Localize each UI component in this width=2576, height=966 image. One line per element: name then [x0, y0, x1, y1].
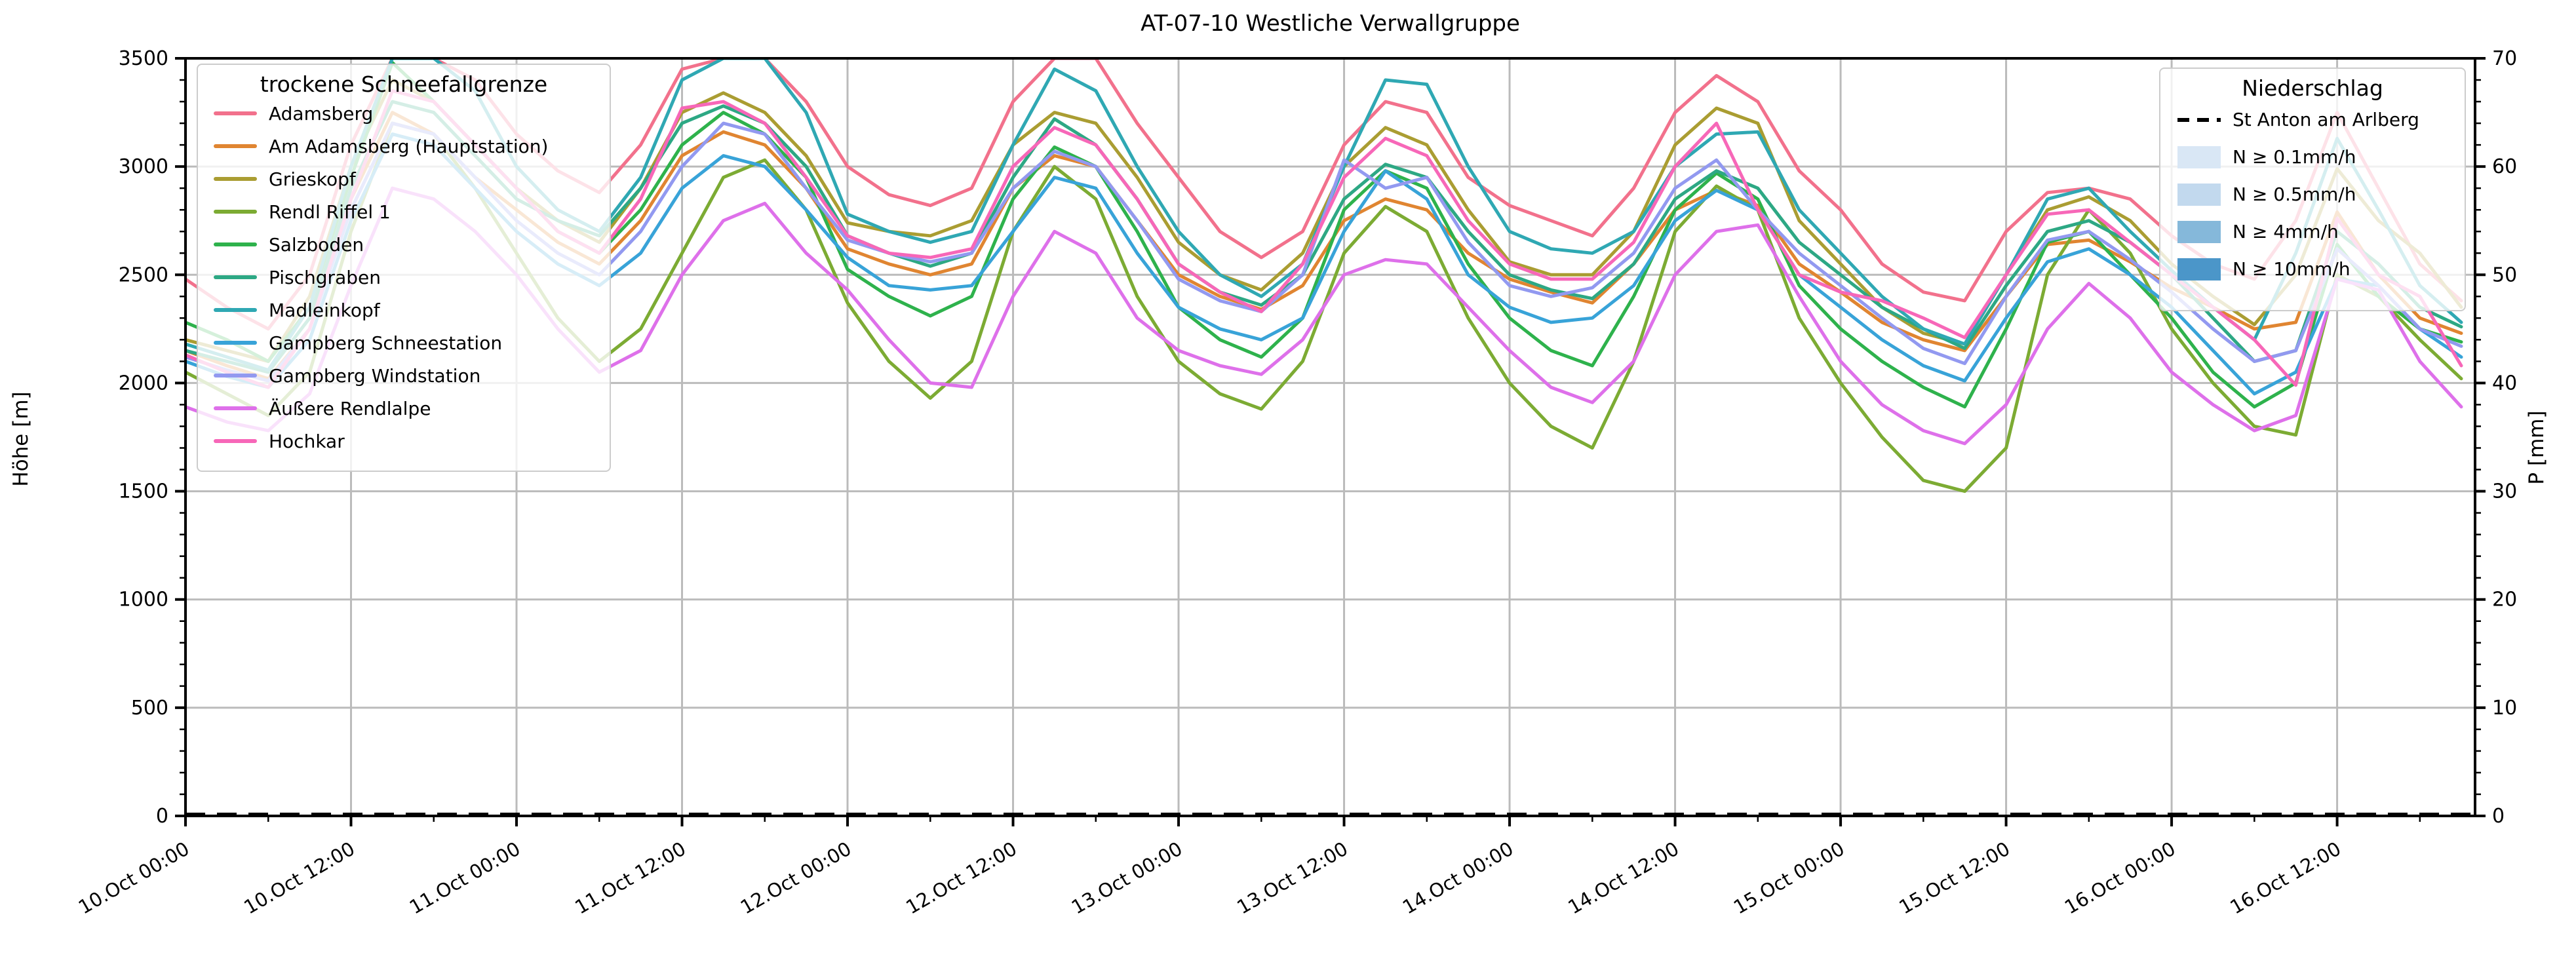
legend-band-swatch: [2177, 220, 2221, 243]
legend-snowline-items: Adamsberg Am Adamsberg (Hauptstation) Grie…: [198, 97, 610, 457]
y-right-tick-label: 40: [2492, 372, 2517, 395]
y-right-tick-label: 70: [2492, 47, 2517, 70]
x-tick-label: 13.Oct 00:00: [1068, 838, 1186, 919]
axes-frame: [184, 57, 2476, 817]
x-tick-label: 12.Oct 12:00: [902, 838, 1021, 919]
legend-band-swatch: [2177, 145, 2221, 168]
legend-item: Grieskopf: [198, 163, 610, 195]
legend-band-swatch: [2177, 183, 2221, 206]
legend-item-label: Madleinkopf: [269, 299, 380, 321]
legend-line-swatch: [214, 439, 257, 443]
x-tick-label: 16.Oct 00:00: [2061, 838, 2179, 919]
legend-line-swatch: [214, 275, 257, 279]
legend-item-label: N ≥ 4mm/h: [2233, 221, 2339, 242]
legend-item: Madleinkopf: [198, 294, 610, 326]
y-left-tick-label: 3000: [119, 155, 168, 178]
x-tick-label: 15.Oct 12:00: [1895, 838, 2014, 919]
legend-line-swatch: [214, 341, 257, 345]
x-tick-label: 13.Oct 12:00: [1233, 838, 1352, 919]
y-left-tick-label: 2500: [119, 263, 168, 286]
x-tick-label: 14.Oct 12:00: [1564, 838, 1683, 919]
legend-item: Gampberg Windstation: [198, 359, 610, 392]
y-left-tick-label: 1000: [119, 589, 168, 611]
legend-item-label: St Anton am Arlberg: [2233, 109, 2419, 130]
legend-snowline: trockene Schneefallgrenze Adamsberg Am Ad…: [197, 64, 611, 472]
legend-line-swatch: [214, 177, 257, 181]
y-left-tick-label: 0: [156, 805, 168, 828]
y-left-tick-label: 500: [131, 697, 168, 720]
legend-snowline-title: trockene Schneefallgrenze: [260, 71, 548, 97]
legend-band-swatch: [2177, 258, 2221, 280]
legend-item: Adamsberg: [198, 97, 610, 130]
legend-item-label: Äußere Rendlalpe: [269, 397, 431, 419]
legend-item: Pischgraben: [198, 261, 610, 294]
page-title: AT-07-10 Westliche Verwallgruppe: [1141, 10, 1520, 37]
legend-line-swatch: [214, 308, 257, 312]
legend-item-label: Grieskopf: [269, 168, 356, 190]
x-tick-label: 11.Oct 12:00: [571, 838, 690, 919]
legend-item-label: N ≥ 10mm/h: [2233, 258, 2351, 280]
y-right-tick-label: 0: [2492, 805, 2505, 828]
legend-item-label: Hochkar: [269, 430, 345, 452]
legend-item-label: Gampberg Schneestation: [269, 332, 503, 354]
y-left-tick-label: 3500: [119, 47, 168, 70]
legend-line-swatch: [214, 210, 257, 214]
y-left-tick-label: 1500: [119, 480, 168, 503]
legend-item: N ≥ 10mm/h: [2160, 250, 2465, 288]
legend-item: Gampberg Schneestation: [198, 326, 610, 359]
legend-precip-items: St Anton am Arlberg N ≥ 0.1mm/h N ≥ 0.5mm/…: [2160, 101, 2465, 288]
legend-item: Rendl Riffel 1: [198, 195, 610, 228]
legend-dashed-line-swatch: [2177, 117, 2221, 122]
x-tick-label: 15.Oct 00:00: [1730, 838, 1848, 919]
legend-item: Äußere Rendlalpe: [198, 392, 610, 425]
x-tick-label: 16.Oct 12:00: [2226, 838, 2345, 919]
legend-precip-title: Niederschlag: [2242, 75, 2383, 101]
legend-line-swatch: [214, 406, 257, 410]
legend-item-label: N ≥ 0.5mm/h: [2233, 184, 2356, 205]
legend-item-label: N ≥ 0.1mm/h: [2233, 146, 2356, 168]
y-axis-label-right: P [mm]: [2525, 410, 2548, 485]
legend-item: Hochkar: [198, 425, 610, 457]
y-axis-label-left: Höhe [m]: [9, 391, 33, 487]
y-right-tick-label: 10: [2492, 697, 2517, 720]
y-right-tick-label: 20: [2492, 589, 2517, 611]
legend-item: N ≥ 0.1mm/h: [2160, 138, 2465, 176]
x-tick-label: 12.Oct 00:00: [737, 838, 855, 919]
x-tick-label: 14.Oct 00:00: [1399, 838, 1517, 919]
legend-item-label: Pischgraben: [269, 266, 381, 288]
legend-item: Am Adamsberg (Hauptstation): [198, 130, 610, 163]
x-tick-label: 10.Oct 00:00: [75, 838, 193, 919]
legend-item: N ≥ 0.5mm/h: [2160, 176, 2465, 213]
y-right-tick-label: 50: [2492, 263, 2517, 286]
legend-item-label: Salzboden: [269, 233, 364, 256]
y-right-tick-label: 30: [2492, 480, 2517, 503]
legend-item-label: Am Adamsberg (Hauptstation): [269, 135, 549, 157]
x-tick-label: 11.Oct 00:00: [406, 838, 524, 919]
legend-line-swatch: [214, 144, 257, 148]
legend-precip: Niederschlag St Anton am Arlberg N ≥ 0.1m…: [2159, 68, 2466, 311]
legend-item-label: Adamsberg: [269, 102, 374, 125]
legend-line-swatch: [214, 111, 257, 115]
legend-line-swatch: [214, 374, 257, 377]
y-left-tick-label: 2000: [119, 372, 168, 395]
legend-item: N ≥ 4mm/h: [2160, 213, 2465, 250]
legend-line-swatch: [214, 242, 257, 246]
x-tick-label: 10.Oct 12:00: [240, 838, 359, 919]
legend-item-label: Rendl Riffel 1: [269, 201, 391, 223]
legend-item-label: Gampberg Windstation: [269, 364, 481, 387]
legend-item: St Anton am Arlberg: [2160, 101, 2465, 138]
legend-item: Salzboden: [198, 228, 610, 261]
y-right-tick-label: 60: [2492, 155, 2517, 178]
